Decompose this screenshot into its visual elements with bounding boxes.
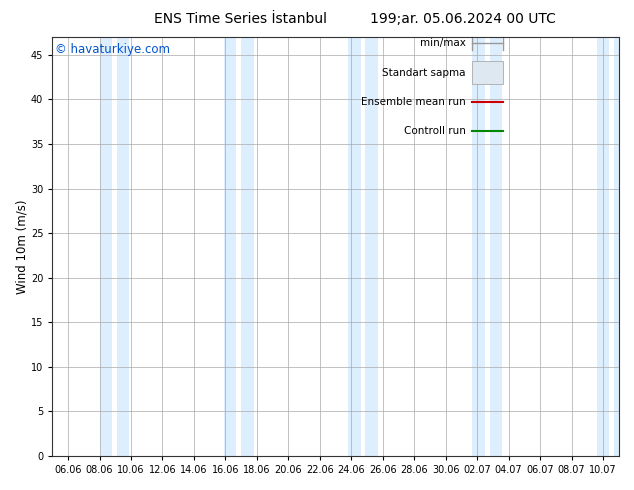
Bar bbox=[472, 61, 503, 84]
Bar bbox=[614, 37, 626, 456]
Text: Ensemble mean run: Ensemble mean run bbox=[361, 97, 466, 107]
Bar bbox=[241, 37, 254, 456]
Text: min/max: min/max bbox=[420, 38, 466, 49]
Text: ENS Time Series İstanbul: ENS Time Series İstanbul bbox=[155, 12, 327, 26]
Y-axis label: Wind 10m (m/s): Wind 10m (m/s) bbox=[15, 199, 28, 294]
Bar bbox=[100, 37, 112, 456]
Bar bbox=[472, 37, 485, 456]
Text: © havaturkiye.com: © havaturkiye.com bbox=[55, 43, 170, 56]
Text: Controll run: Controll run bbox=[404, 126, 466, 136]
Text: 199;ar. 05.06.2024 00 UTC: 199;ar. 05.06.2024 00 UTC bbox=[370, 12, 556, 26]
Bar bbox=[365, 37, 378, 456]
Bar bbox=[490, 37, 502, 456]
Text: Standart sapma: Standart sapma bbox=[382, 68, 466, 77]
Bar bbox=[224, 37, 236, 456]
Bar bbox=[597, 37, 609, 456]
Bar bbox=[117, 37, 129, 456]
Bar bbox=[348, 37, 361, 456]
